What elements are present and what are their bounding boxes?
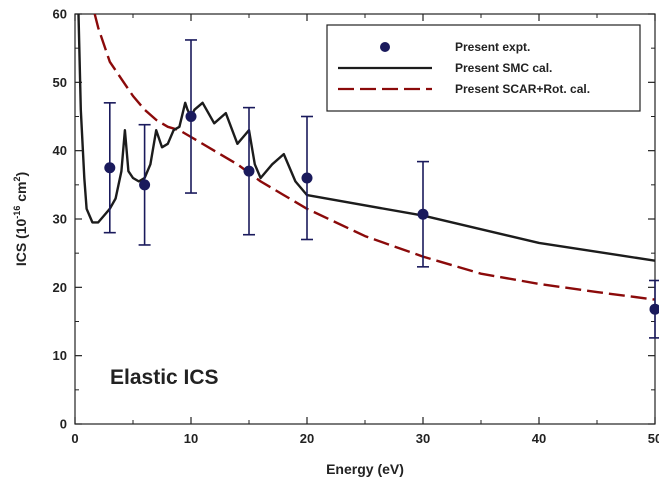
expt-point <box>243 165 255 177</box>
y-axis: 0 10 20 30 40 50 60 <box>53 7 655 432</box>
x-axis: 0 10 20 30 40 50 <box>71 14 659 446</box>
x-tick-label: 50 <box>648 431 659 446</box>
lines-group <box>77 14 655 301</box>
expt-point <box>185 111 197 122</box>
expt-point <box>649 303 659 315</box>
x-tick-label: 10 <box>184 431 198 446</box>
x-tick-label: 20 <box>300 431 314 446</box>
series-line-smc <box>77 14 655 262</box>
x-axis-title: Energy (eV) <box>326 461 404 477</box>
expt-point <box>417 208 429 220</box>
y-axis-title: ICS (10-16 cm2) <box>12 172 29 266</box>
y-tick-label: 10 <box>53 348 67 363</box>
legend-marker-expt <box>380 42 390 52</box>
chart-annotation: Elastic ICS <box>110 366 219 389</box>
y-tick-label: 0 <box>60 417 67 432</box>
y-tick-label: 20 <box>53 280 67 295</box>
legend-label-smc: Present SMC cal. <box>455 61 552 75</box>
y-tick-label: 30 <box>53 212 67 227</box>
y-tick-label: 40 <box>53 143 67 158</box>
x-tick-label: 0 <box>71 431 78 446</box>
y-tick-label: 50 <box>53 75 67 90</box>
expt-point <box>104 162 116 174</box>
legend: Present expt. Present SMC cal. Present S… <box>326 24 641 112</box>
x-tick-label: 30 <box>416 431 430 446</box>
series-layer <box>77 14 659 339</box>
expt-point <box>139 179 151 191</box>
expt-point <box>301 172 313 184</box>
legend-label-expt: Present expt. <box>455 40 530 54</box>
x-tick-label: 40 <box>532 431 546 446</box>
expt-points-group <box>103 39 659 339</box>
legend-label-scar: Present SCAR+Rot. cal. <box>455 82 590 96</box>
y-tick-label: 60 <box>53 7 67 22</box>
series-line-scar-rot <box>93 14 655 301</box>
